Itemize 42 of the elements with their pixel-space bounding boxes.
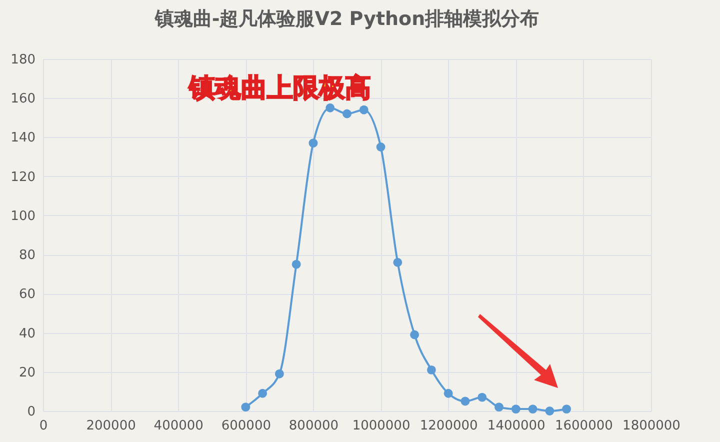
y-tick-label: 100 xyxy=(10,208,36,224)
point xyxy=(308,138,318,148)
point xyxy=(511,404,520,414)
x-tick-label: 1800000 xyxy=(622,418,680,434)
x-tick-label: 800000 xyxy=(288,418,339,434)
x-tick-label: 1400000 xyxy=(487,418,546,434)
point xyxy=(258,388,268,398)
y-tick-label: 160 xyxy=(10,92,36,107)
point xyxy=(376,142,386,152)
point xyxy=(342,109,352,118)
annotation: 镇魂曲上限极高 xyxy=(188,74,372,104)
point xyxy=(359,105,368,114)
point xyxy=(326,103,335,112)
y-tick-label: 80 xyxy=(18,248,36,264)
point xyxy=(562,404,572,414)
chart-title: 镇魂曲-超凡体验服V2 Python排轴模拟分布 xyxy=(154,8,540,30)
point xyxy=(478,392,487,402)
y-tick-label: 140 xyxy=(10,130,36,146)
point xyxy=(528,404,538,414)
point xyxy=(410,330,420,340)
point xyxy=(545,406,554,416)
y-tick-label: 60 xyxy=(18,287,36,302)
x-tick-label: 1000000 xyxy=(352,418,410,434)
point xyxy=(241,402,250,412)
y-tick-label: 180 xyxy=(10,52,36,68)
x-tick-label: 1200000 xyxy=(420,418,478,434)
y-tick-label: 20 xyxy=(18,365,36,380)
point xyxy=(274,369,284,378)
point xyxy=(460,396,470,406)
point xyxy=(292,260,301,269)
y-tick-label: 0 xyxy=(27,404,36,420)
y-tick-label: 120 xyxy=(10,170,36,185)
point xyxy=(426,365,436,374)
y-tick-label: 40 xyxy=(18,326,36,342)
point xyxy=(393,258,402,267)
x-tick-label: 400000 xyxy=(154,418,204,434)
point xyxy=(444,388,453,398)
point xyxy=(494,402,504,412)
x-tick-label: 1600000 xyxy=(554,418,613,434)
x-tick-label: 0 xyxy=(39,418,48,434)
x-tick-label: 600000 xyxy=(221,418,271,434)
x-tick-label: 200000 xyxy=(86,418,136,434)
